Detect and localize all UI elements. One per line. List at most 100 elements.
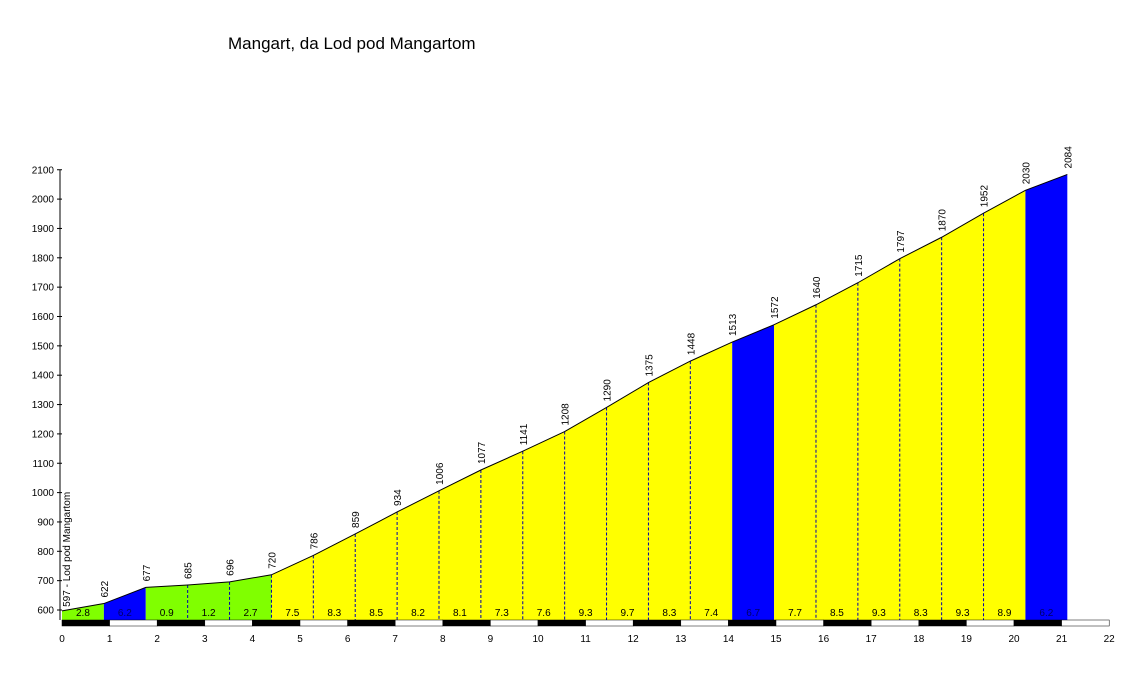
gradient-label: 2.8 bbox=[76, 608, 90, 619]
gradient-label: 9.3 bbox=[956, 608, 970, 619]
x-tick-label: 13 bbox=[675, 634, 687, 645]
gradient-segment bbox=[690, 342, 733, 620]
distance-bar-block bbox=[204, 619, 253, 627]
elevation-label: 1375 bbox=[644, 354, 655, 377]
gradient-label: 9.3 bbox=[579, 608, 593, 619]
gradient-label: 8.5 bbox=[369, 608, 383, 619]
y-tick-label: 1200 bbox=[32, 429, 55, 440]
distance-bar-block bbox=[680, 619, 729, 627]
gradient-label: 7.5 bbox=[285, 608, 299, 619]
gradient-segment bbox=[899, 237, 942, 620]
elevation-label: 677 bbox=[142, 564, 153, 581]
y-tick-label: 1800 bbox=[32, 253, 55, 264]
x-tick-label: 2 bbox=[154, 634, 160, 645]
distance-bar-block bbox=[870, 619, 920, 627]
x-tick-label: 1 bbox=[107, 634, 113, 645]
elevation-label: 1870 bbox=[938, 209, 949, 232]
gradient-segment bbox=[732, 324, 775, 620]
distance-bar-block bbox=[1013, 619, 1062, 627]
gradient-segment bbox=[648, 361, 691, 620]
gradient-segment bbox=[522, 431, 565, 620]
distance-bar-block bbox=[347, 619, 396, 627]
gradient-segment bbox=[271, 555, 314, 620]
elevation-label: 934 bbox=[393, 489, 404, 506]
gradient-segment bbox=[606, 382, 649, 620]
distance-bar-block bbox=[775, 619, 824, 627]
elevation-label: 2030 bbox=[1021, 162, 1032, 185]
x-tick-label: 10 bbox=[532, 634, 544, 645]
distance-bar-block bbox=[299, 619, 348, 627]
y-tick-label: 1400 bbox=[32, 371, 55, 382]
gradient-segment bbox=[983, 190, 1026, 621]
y-tick-label: 1700 bbox=[32, 283, 55, 294]
gradient-label: 8.5 bbox=[830, 608, 844, 619]
gradient-segment bbox=[229, 574, 272, 620]
distance-bar-block bbox=[394, 619, 444, 627]
chart-title: Mangart, da Lod pod Mangartom bbox=[228, 34, 476, 53]
elevation-label: 1290 bbox=[603, 379, 614, 402]
y-tick-label: 700 bbox=[37, 576, 54, 587]
gradient-segment bbox=[480, 451, 523, 620]
x-tick-label: 22 bbox=[1104, 634, 1116, 645]
x-tick-label: 5 bbox=[297, 634, 303, 645]
x-tick-label: 21 bbox=[1056, 634, 1068, 645]
x-tick-label: 18 bbox=[913, 634, 925, 645]
distance-bar-block bbox=[585, 619, 634, 627]
y-tick-label: 800 bbox=[37, 547, 54, 558]
gradient-label: 8.3 bbox=[662, 608, 676, 619]
gradient-label: 8.1 bbox=[453, 608, 467, 619]
y-tick-label: 2000 bbox=[32, 195, 55, 206]
distance-bar-block bbox=[1061, 619, 1110, 627]
gradient-label: 6.2 bbox=[1039, 608, 1053, 619]
x-tick-label: 17 bbox=[866, 634, 878, 645]
x-tick-label: 15 bbox=[770, 634, 782, 645]
elevation-label: 1715 bbox=[854, 254, 865, 277]
elevation-label: 1141 bbox=[519, 423, 530, 445]
y-tick-label: 600 bbox=[37, 606, 54, 617]
elevation-label: 1208 bbox=[561, 403, 572, 426]
y-tick-label: 1000 bbox=[32, 488, 55, 499]
gradient-segment bbox=[355, 511, 398, 620]
gradient-segment bbox=[62, 603, 104, 620]
gradient-label: 7.6 bbox=[537, 608, 551, 619]
x-tick-label: 8 bbox=[440, 634, 446, 645]
gradient-segment bbox=[857, 258, 900, 620]
gradient-label: 8.3 bbox=[914, 608, 928, 619]
y-tick-label: 1100 bbox=[32, 459, 54, 470]
elevation-label: 696 bbox=[226, 559, 237, 576]
gradient-label: 8.9 bbox=[998, 608, 1012, 619]
x-tick-label: 16 bbox=[818, 634, 830, 645]
elevation-label: 1513 bbox=[728, 313, 739, 336]
elevation-label: 622 bbox=[100, 580, 111, 597]
elevation-label: 1448 bbox=[686, 332, 697, 355]
distance-bar-block bbox=[252, 619, 301, 627]
gradient-segment bbox=[438, 470, 481, 620]
gradient-segment bbox=[1025, 174, 1068, 621]
gradient-segment bbox=[564, 407, 607, 620]
x-tick-label: 12 bbox=[628, 634, 640, 645]
gradient-label: 0.9 bbox=[160, 608, 174, 619]
distance-bar-block bbox=[918, 619, 967, 627]
profile-line bbox=[61, 173, 1068, 612]
gradient-segment bbox=[187, 581, 230, 620]
distance-bar-block bbox=[728, 619, 777, 627]
x-tick-label: 20 bbox=[1008, 634, 1020, 645]
y-tick-label: 1500 bbox=[32, 341, 55, 352]
elevation-label: 2084 bbox=[1063, 146, 1074, 169]
y-tick-label: 2100 bbox=[32, 165, 55, 176]
distance-bar-block bbox=[966, 619, 1015, 627]
x-tick-label: 3 bbox=[202, 634, 208, 645]
x-tick-label: 6 bbox=[345, 634, 351, 645]
elevation-label: 1572 bbox=[770, 296, 781, 319]
distance-bar-block bbox=[109, 619, 158, 627]
x-tick-label: 19 bbox=[961, 634, 973, 645]
distance-bar-block bbox=[823, 619, 872, 627]
elevation-label: 859 bbox=[351, 511, 362, 528]
gradient-label: 2.7 bbox=[244, 608, 258, 619]
gradient-segment bbox=[145, 585, 188, 620]
elevation-label: 720 bbox=[267, 552, 278, 569]
gradient-label: 7.4 bbox=[704, 608, 718, 619]
distance-bar-block bbox=[537, 619, 586, 627]
distance-bar-block bbox=[490, 619, 539, 627]
y-tick-label: 1900 bbox=[32, 224, 55, 235]
